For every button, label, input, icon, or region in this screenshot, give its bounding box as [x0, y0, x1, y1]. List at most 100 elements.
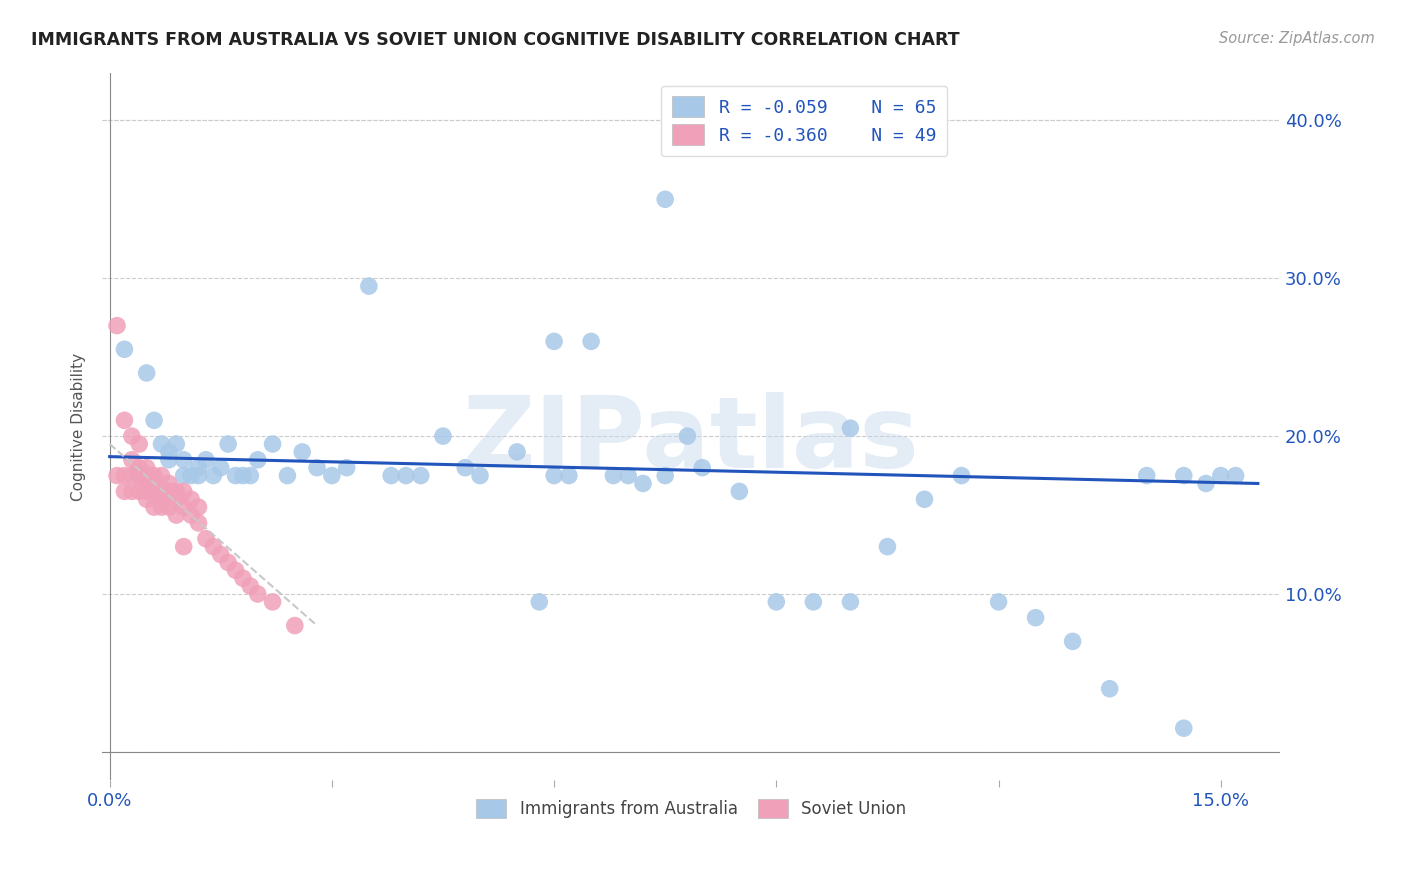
Point: [128, 468, 150, 483]
Point: [305, 460, 328, 475]
Point: [654, 192, 676, 206]
Point: [121, 468, 143, 483]
Point: [165, 492, 187, 507]
Point: [291, 445, 314, 459]
Point: [135, 476, 157, 491]
Point: [157, 484, 180, 499]
Point: [157, 452, 180, 467]
Point: [105, 318, 128, 333]
Point: [121, 429, 143, 443]
Point: [1098, 681, 1121, 696]
Point: [579, 334, 602, 349]
Point: [232, 571, 254, 585]
Point: [150, 468, 173, 483]
Point: [380, 468, 402, 483]
Point: [839, 595, 862, 609]
Point: [114, 413, 136, 427]
Point: [631, 476, 654, 491]
Point: [128, 437, 150, 451]
Point: [1136, 468, 1159, 483]
Point: [336, 460, 359, 475]
Point: [180, 492, 202, 507]
Point: [143, 468, 166, 483]
Text: ZIPatlas: ZIPatlas: [463, 392, 920, 490]
Point: [506, 445, 529, 459]
Point: [128, 484, 150, 499]
Point: [173, 468, 195, 483]
Point: [239, 579, 262, 593]
Point: [187, 500, 209, 515]
Point: [765, 595, 787, 609]
Point: [409, 468, 432, 483]
Point: [454, 460, 477, 475]
Point: [839, 421, 862, 435]
Point: [1225, 468, 1247, 483]
Point: [217, 556, 239, 570]
Point: [239, 468, 262, 483]
Point: [194, 532, 217, 546]
Point: [135, 484, 157, 499]
Point: [187, 468, 209, 483]
Point: [262, 595, 284, 609]
Point: [276, 468, 298, 483]
Point: [105, 468, 128, 483]
Text: IMMIGRANTS FROM AUSTRALIA VS SOVIET UNION COGNITIVE DISABILITY CORRELATION CHART: IMMIGRANTS FROM AUSTRALIA VS SOVIET UNIO…: [31, 31, 959, 49]
Point: [173, 484, 195, 499]
Point: [1209, 468, 1232, 483]
Point: [690, 460, 713, 475]
Point: [165, 437, 187, 451]
Point: [246, 452, 269, 467]
Point: [135, 468, 157, 483]
Point: [157, 500, 180, 515]
Point: [114, 484, 136, 499]
Point: [143, 413, 166, 427]
Point: [143, 500, 166, 515]
Point: [728, 484, 751, 499]
Point: [143, 476, 166, 491]
Point: [157, 445, 180, 459]
Point: [143, 484, 166, 499]
Point: [217, 437, 239, 451]
Point: [432, 429, 454, 443]
Point: [321, 468, 343, 483]
Point: [209, 460, 232, 475]
Point: [121, 452, 143, 467]
Point: [876, 540, 898, 554]
Point: [950, 468, 973, 483]
Point: [202, 540, 225, 554]
Point: [246, 587, 269, 601]
Point: [543, 334, 565, 349]
Point: [150, 492, 173, 507]
Point: [262, 437, 284, 451]
Point: [468, 468, 491, 483]
Point: [1173, 468, 1195, 483]
Y-axis label: Cognitive Disability: Cognitive Disability: [72, 352, 86, 500]
Point: [128, 468, 150, 483]
Point: [617, 468, 640, 483]
Point: [232, 468, 254, 483]
Point: [543, 468, 565, 483]
Point: [1195, 476, 1218, 491]
Point: [150, 500, 173, 515]
Point: [529, 595, 551, 609]
Point: [225, 468, 247, 483]
Point: [173, 500, 195, 515]
Point: [602, 468, 624, 483]
Point: [1025, 610, 1047, 624]
Point: [157, 476, 180, 491]
Point: [1173, 721, 1195, 735]
Point: [114, 343, 136, 357]
Point: [114, 468, 136, 483]
Point: [284, 618, 307, 632]
Point: [150, 437, 173, 451]
Point: [801, 595, 824, 609]
Point: [202, 468, 225, 483]
Point: [173, 540, 195, 554]
Point: [135, 492, 157, 507]
Text: Source: ZipAtlas.com: Source: ZipAtlas.com: [1219, 31, 1375, 46]
Point: [165, 508, 187, 522]
Point: [165, 484, 187, 499]
Point: [987, 595, 1010, 609]
Point: [676, 429, 699, 443]
Point: [128, 460, 150, 475]
